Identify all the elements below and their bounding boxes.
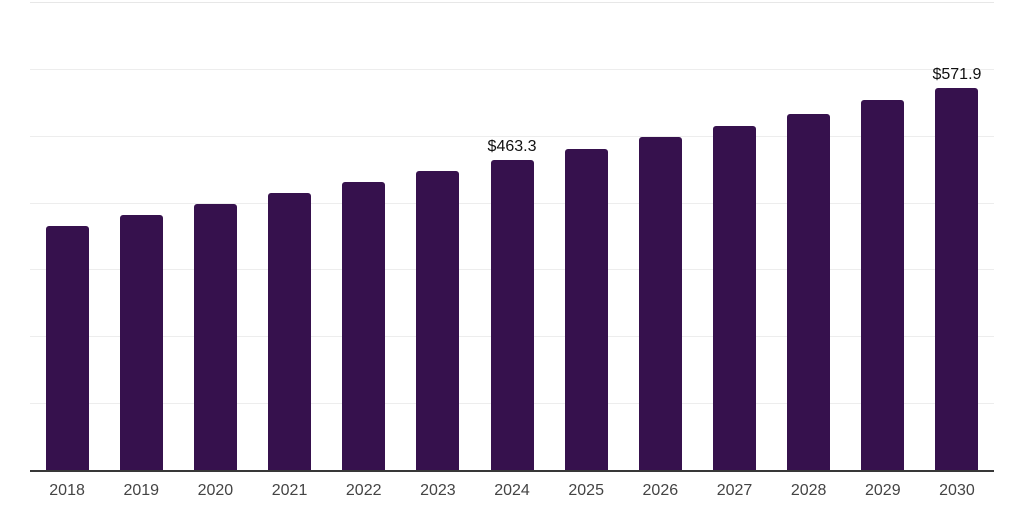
x-axis-tick-label: 2025 — [568, 482, 604, 499]
bar-slot — [549, 2, 623, 470]
bar — [342, 182, 386, 470]
bars: $463.3 $571.9 — [30, 2, 994, 470]
x-axis-labels: 2018 2019 2020 2021 2022 2023 2024 2025 2026 2027… — [30, 482, 994, 500]
bar — [416, 171, 460, 470]
bar — [861, 100, 905, 470]
bar-slot — [178, 2, 252, 470]
bar-slot — [401, 2, 475, 470]
bar — [119, 214, 163, 470]
bar — [490, 160, 534, 470]
bar-slot: $463.3 — [475, 2, 549, 470]
bar-value-label: $463.3 — [487, 138, 537, 156]
gridline — [30, 2, 994, 3]
x-axis-tick-label: 2022 — [345, 482, 382, 499]
x-axis-tick-label: 2019 — [123, 482, 160, 499]
bar-slot — [30, 2, 104, 470]
bar — [45, 225, 89, 470]
gridline — [30, 69, 994, 70]
bar — [935, 87, 979, 470]
bar-slot — [104, 2, 178, 470]
x-axis-tick-label: 2024 — [494, 482, 530, 499]
x-axis-tick-label: 2020 — [197, 482, 234, 499]
bar-value-label: $571.9 — [932, 65, 982, 83]
bar-slot — [252, 2, 326, 470]
bar-slot — [846, 2, 920, 470]
bar — [564, 148, 608, 470]
bar — [193, 203, 237, 470]
plot-area: $463.3 $571.9 — [30, 2, 994, 472]
x-axis-tick-label: 2027 — [716, 482, 753, 499]
gridline — [30, 136, 994, 137]
x-axis-tick-label: 2021 — [271, 482, 308, 499]
bar-slot — [623, 2, 697, 470]
bar — [712, 125, 756, 470]
bar — [638, 137, 682, 470]
bar-slot — [697, 2, 771, 470]
bar-slot — [327, 2, 401, 470]
x-axis-tick-label: 2030 — [939, 482, 975, 499]
x-axis-tick-label: 2023 — [420, 482, 456, 499]
bar-slot — [772, 2, 846, 470]
bar — [787, 113, 831, 470]
x-axis-tick-label: 2026 — [642, 482, 679, 499]
x-axis-tick-label: 2029 — [865, 482, 901, 499]
x-axis-tick-label: 2028 — [790, 482, 827, 499]
bar — [268, 193, 312, 470]
bar-slot: $571.9 — [920, 2, 994, 470]
x-axis-tick-label: 2018 — [49, 482, 85, 499]
